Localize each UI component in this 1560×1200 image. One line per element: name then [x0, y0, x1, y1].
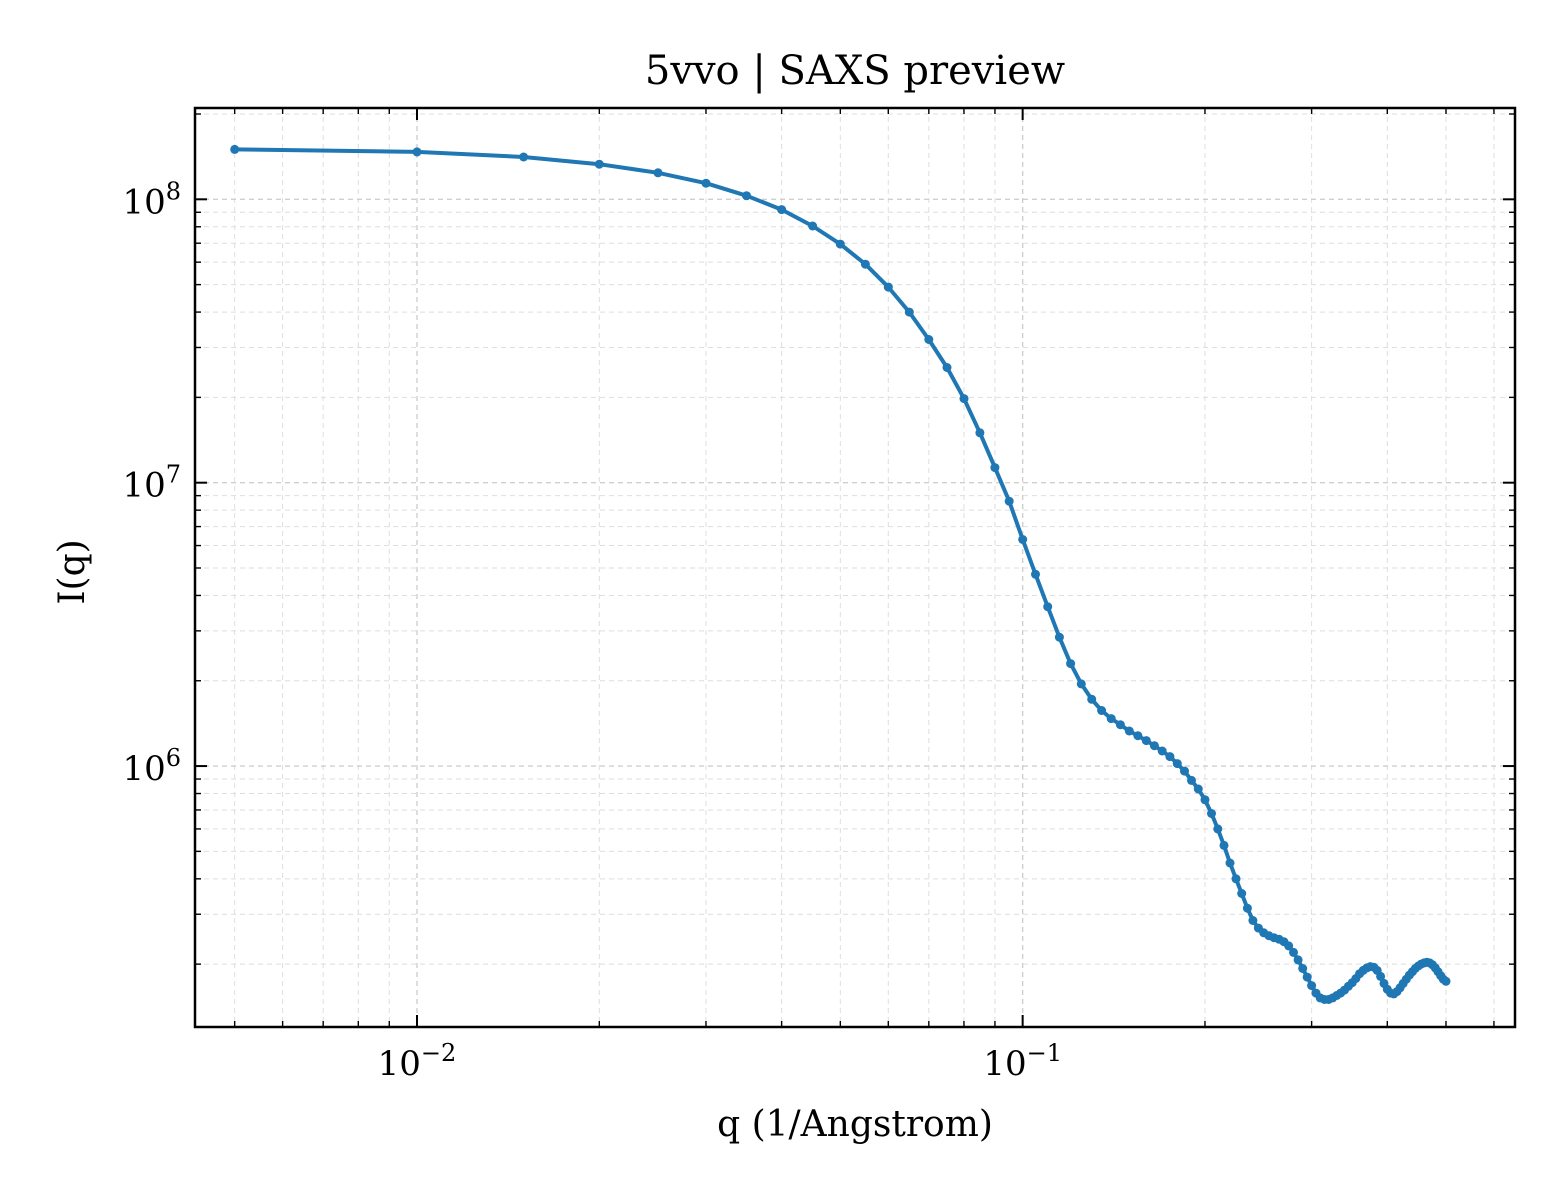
data-point [808, 221, 818, 231]
data-point [1087, 694, 1097, 704]
data-point [1242, 903, 1252, 913]
data-point [1237, 889, 1247, 898]
data-point [1289, 947, 1298, 957]
data-point [1018, 535, 1028, 544]
data-point [904, 307, 914, 317]
y-tick-label: 106 [122, 744, 181, 789]
data-point [1193, 784, 1203, 794]
data-point [1284, 941, 1294, 951]
data-point [777, 205, 787, 215]
data-point [1298, 964, 1308, 973]
data-point [412, 147, 422, 157]
data-point [924, 335, 934, 344]
data-point [1172, 759, 1182, 769]
data-point [594, 159, 604, 169]
y-tick-label: 108 [122, 177, 181, 222]
data-point [519, 152, 529, 162]
x-tick-label: 10−1 [983, 1039, 1062, 1084]
tick-labels: 10−2 10−1 106 107 108 [122, 177, 1062, 1084]
data-point [1106, 714, 1116, 724]
data-point [959, 394, 969, 404]
data-point [1076, 679, 1086, 689]
data-point [1054, 632, 1064, 642]
data-point [1031, 569, 1040, 579]
data-point [230, 144, 240, 154]
data-point [1066, 659, 1076, 669]
data-point [1165, 752, 1175, 762]
data-point [1213, 824, 1223, 834]
data-point [975, 428, 985, 438]
data-point [883, 282, 893, 292]
data-point [1293, 955, 1303, 965]
y-tick-label: 107 [122, 461, 181, 506]
grid-lines [195, 108, 1515, 1027]
data-point [1141, 736, 1151, 746]
data-point [1376, 971, 1386, 981]
data-point [1097, 706, 1107, 715]
data-point [1004, 496, 1014, 506]
data-point [1219, 840, 1229, 850]
data-point [1115, 720, 1125, 730]
data-point [1248, 916, 1258, 925]
data-point [835, 239, 845, 249]
data-point [1231, 874, 1241, 884]
data-point [990, 463, 1000, 473]
x-tick-label: 10−2 [378, 1039, 457, 1084]
data-point [1149, 741, 1159, 751]
data-point [1124, 726, 1134, 736]
data-point [1180, 766, 1189, 776]
data-point [653, 168, 663, 178]
data-point [701, 178, 711, 188]
data-point [742, 191, 751, 201]
y-axis-label: I(q) [52, 539, 93, 604]
data-point [1043, 602, 1053, 612]
data-point [1133, 731, 1143, 741]
data-point [1441, 976, 1451, 986]
data-point [1187, 775, 1196, 785]
plot-frame [193, 106, 1517, 1029]
chart-title: 5vvo | SAXS preview [645, 48, 1065, 94]
data-point [860, 259, 870, 269]
data-point [1207, 809, 1216, 818]
data-point [1307, 981, 1317, 991]
x-axis-label: q (1/Angstrom) [717, 1104, 993, 1145]
data-point [1225, 858, 1235, 868]
data-point [942, 363, 952, 372]
data-point [1200, 795, 1210, 805]
data-series [230, 144, 1451, 1004]
data-point [1302, 972, 1312, 982]
data-point [1157, 746, 1167, 756]
